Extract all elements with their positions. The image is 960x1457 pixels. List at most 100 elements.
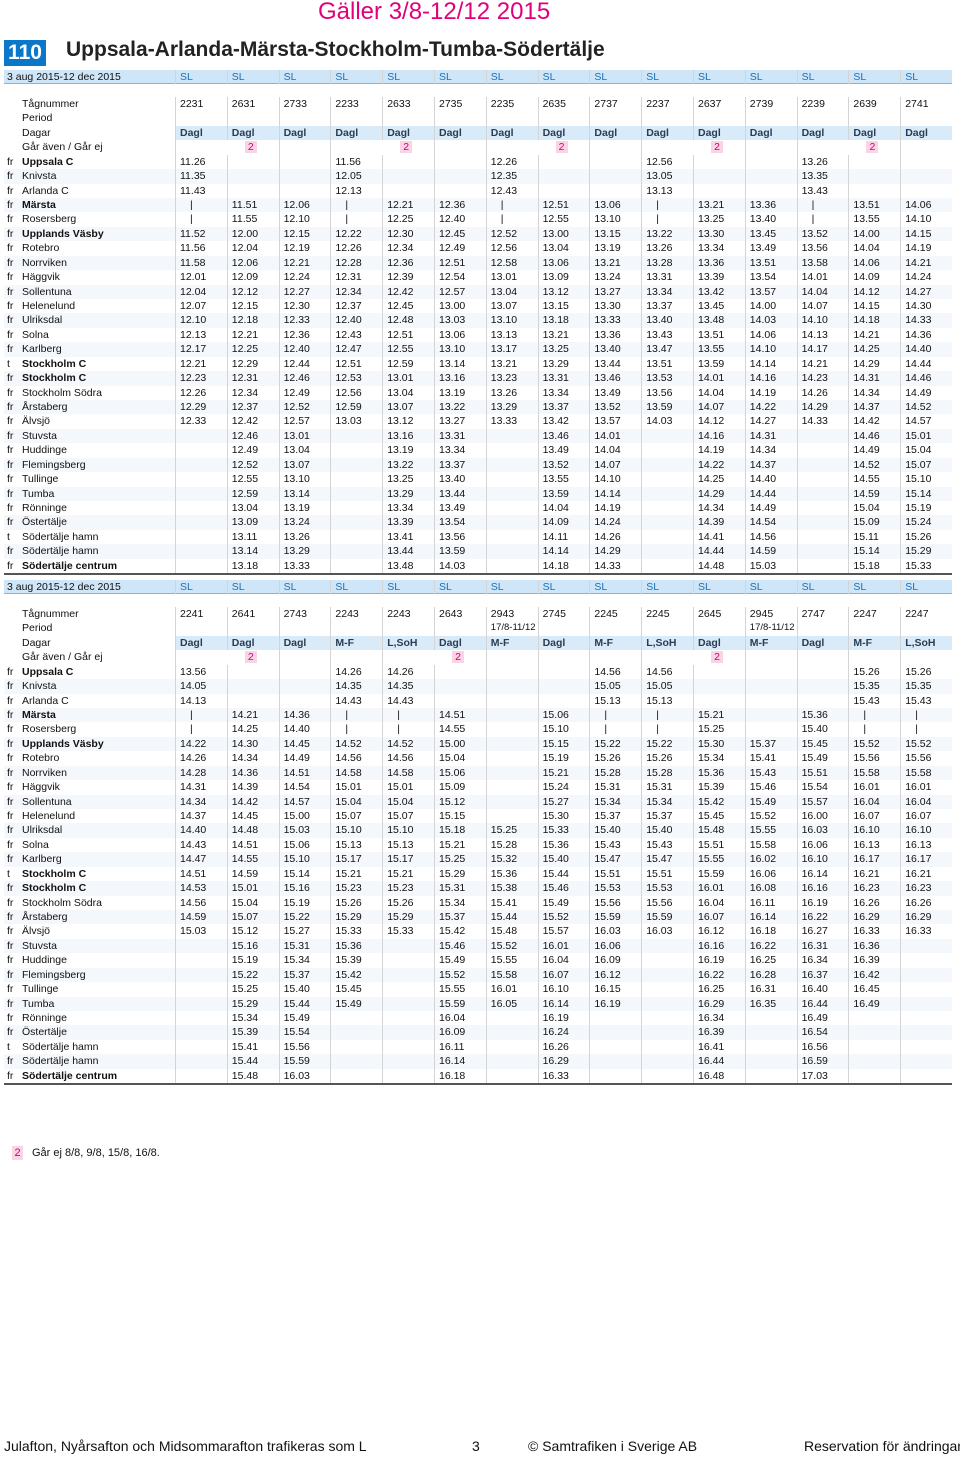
operator: SL — [848, 70, 900, 85]
time: 15.19 — [226, 953, 279, 968]
time: 15.46 — [434, 938, 486, 954]
time: 15.30 — [693, 736, 745, 752]
header-cell: M-F — [330, 635, 382, 651]
station-name: Älvsjö — [22, 415, 51, 428]
time: 15.00 — [278, 809, 331, 824]
station-name: Huddinge — [22, 444, 67, 457]
time: 16.21 — [848, 866, 900, 882]
time: 13.44 — [434, 486, 486, 501]
time: 14.23 — [796, 371, 849, 386]
cell — [330, 472, 382, 487]
time: 15.21 — [693, 708, 745, 723]
time: | — [796, 212, 849, 227]
time: 12.45 — [382, 299, 434, 314]
time: 14.03 — [434, 558, 486, 574]
cell — [382, 650, 434, 665]
time: 15.44 — [485, 910, 538, 925]
cell — [641, 953, 693, 968]
header-cell: 2231 — [175, 97, 227, 112]
station-name: Upplands Väsby — [22, 227, 104, 240]
time: 16.18 — [434, 1068, 486, 1084]
cell — [744, 140, 797, 155]
operator: SL — [744, 70, 797, 85]
time: 15.25 — [485, 823, 538, 838]
header-cell: Dagl — [796, 635, 849, 651]
cell — [175, 1039, 227, 1055]
header-cell: M-F — [744, 635, 797, 651]
station-prefix: fr — [7, 694, 14, 707]
time: | — [330, 212, 382, 227]
time: 15.34 — [226, 1011, 279, 1026]
time: 12.15 — [226, 299, 279, 314]
station-name: Sollentuna — [22, 285, 72, 298]
time: 16.22 — [796, 910, 849, 925]
time: 12.51 — [382, 327, 434, 343]
time: 15.52 — [848, 736, 900, 752]
station-name: Södertälje centrum — [22, 1069, 118, 1082]
time: 11.26 — [175, 154, 227, 170]
time: 14.31 — [848, 371, 900, 386]
time: 15.49 — [278, 1011, 331, 1026]
time: 14.09 — [537, 515, 590, 530]
time: 14.56 — [330, 751, 382, 766]
time: | — [175, 708, 227, 723]
time: 16.01 — [537, 938, 590, 954]
time: 15.33 — [330, 924, 382, 939]
time: 12.42 — [382, 284, 434, 299]
row-stripe — [4, 852, 952, 867]
station-prefix: fr — [7, 939, 14, 952]
time: 12.06 — [226, 255, 279, 271]
station-prefix: fr — [7, 199, 14, 211]
time: 12.43 — [330, 327, 382, 343]
time: 15.43 — [848, 693, 900, 708]
cell — [485, 486, 538, 501]
header-cell: 2741 — [900, 97, 952, 112]
time: 12.29 — [226, 356, 279, 372]
time: 16.03 — [641, 924, 693, 939]
station-name: Huddinge — [22, 954, 67, 967]
time: 15.12 — [434, 794, 486, 809]
time: 16.44 — [796, 996, 849, 1011]
time: 14.29 — [848, 356, 900, 372]
cell — [330, 1068, 382, 1084]
header-cell: 2635 — [537, 97, 590, 112]
time: 15.29 — [330, 910, 382, 925]
cell — [382, 982, 434, 997]
time: 15.01 — [900, 428, 952, 444]
time: 13.04 — [226, 501, 279, 516]
time: 14.22 — [693, 457, 745, 473]
header-cell: 2243 — [382, 607, 434, 622]
cell — [900, 154, 952, 170]
time: 14.37 — [175, 809, 227, 824]
cell — [382, 953, 434, 968]
station-name: Uppsala C — [22, 665, 74, 678]
time: 16.33 — [900, 924, 952, 939]
note-mark: 2 — [555, 141, 568, 154]
time: | — [641, 212, 693, 227]
time: 15.00 — [434, 736, 486, 752]
time: 13.30 — [589, 299, 641, 314]
cell — [175, 443, 227, 458]
time: 13.59 — [537, 486, 590, 501]
station-prefix: fr — [7, 516, 14, 529]
time: 13.22 — [641, 226, 693, 242]
station-name: Stockholm Södra — [22, 386, 102, 399]
cell — [641, 140, 693, 155]
time: 12.25 — [382, 212, 434, 227]
time: 13.07 — [278, 457, 331, 473]
time: 14.18 — [848, 313, 900, 328]
time: 13.10 — [434, 342, 486, 357]
time: 12.23 — [175, 371, 227, 386]
station-prefix: fr — [7, 559, 14, 572]
time: 16.33 — [537, 1068, 590, 1084]
time: 16.34 — [796, 953, 849, 968]
cell — [330, 1011, 382, 1026]
time: 15.22 — [278, 910, 331, 925]
cell — [485, 1054, 538, 1069]
header-cell: Dagl — [434, 125, 486, 141]
cell — [278, 693, 331, 708]
cell — [382, 1068, 434, 1084]
time: 14.00 — [848, 226, 900, 242]
time: 13.19 — [589, 241, 641, 256]
time: 15.42 — [693, 794, 745, 809]
